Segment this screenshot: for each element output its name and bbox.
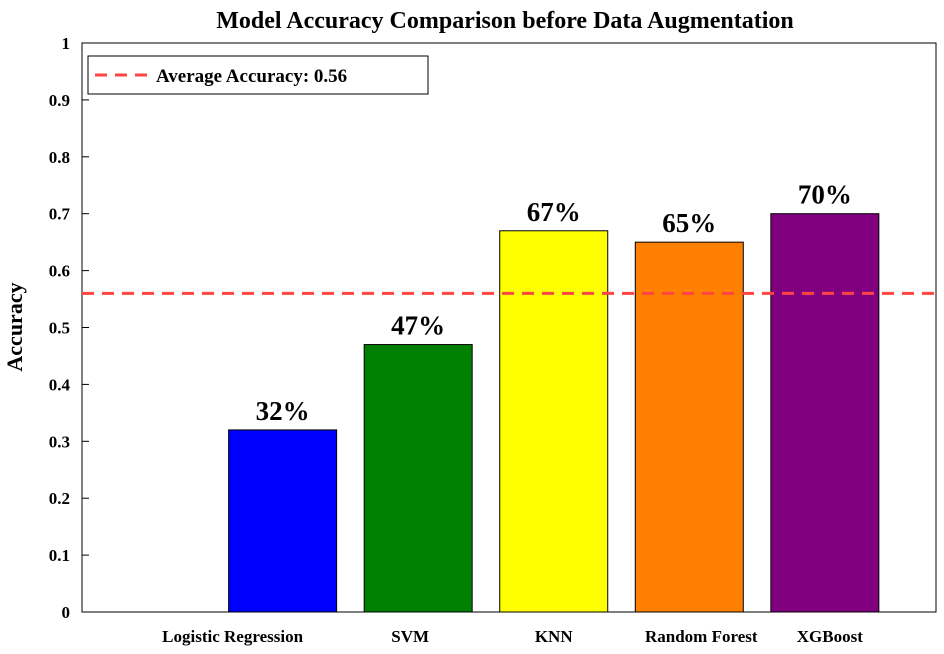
x-tick-label: Logistic Regression — [162, 627, 303, 646]
bar-svm — [363, 344, 473, 613]
bar-knn — [499, 230, 609, 613]
bar-logistic-regression — [228, 429, 338, 613]
y-tick-label: 0.9 — [49, 91, 70, 110]
y-tick-label: 0 — [62, 603, 71, 622]
y-axis-label: Accuracy — [2, 282, 27, 371]
y-tick-label: 0.7 — [49, 205, 71, 224]
bar-random-forest — [634, 241, 744, 613]
data-label: 65% — [662, 208, 716, 238]
x-tick-label: Random Forest — [645, 627, 758, 646]
y-tick-label: 0.8 — [49, 148, 70, 167]
y-tick-label: 0.1 — [49, 546, 70, 565]
data-label: 70% — [798, 180, 852, 210]
y-tick-label: 0.5 — [49, 319, 70, 338]
bars-group — [228, 213, 880, 613]
y-tick-label: 0.3 — [49, 432, 70, 451]
data-labels-group: 32% 47% 67% 65% 70% — [256, 180, 852, 426]
bar-xgboost — [770, 213, 880, 613]
y-tick-label: 0.6 — [49, 262, 70, 281]
y-tick-label: 1 — [62, 34, 71, 53]
chart-title: Model Accuracy Comparison before Data Au… — [216, 8, 794, 34]
y-tick-label: 0.4 — [49, 375, 71, 394]
x-tick-label: XGBoost — [797, 627, 863, 646]
category-labels-group: Logistic Regression SVM KNN Random Forest XG… — [162, 627, 863, 646]
data-label: 67% — [527, 197, 581, 227]
data-label: 32% — [256, 396, 310, 426]
y-tick-label: 0.2 — [49, 489, 70, 508]
legend: Average Accuracy: 0.56 — [87, 55, 429, 95]
x-tick-label: SVM — [391, 627, 429, 646]
x-tick-label: KNN — [535, 627, 574, 646]
legend-entry-average: Average Accuracy: 0.56 — [156, 66, 347, 87]
data-label: 47% — [391, 311, 445, 341]
